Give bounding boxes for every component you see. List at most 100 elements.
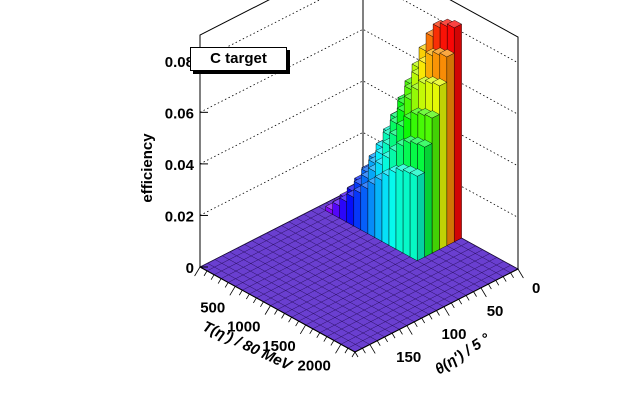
z-tick-label-0: 0 [186,260,194,277]
y-tick-label-3: 150 [396,349,421,366]
y-minor-tick-10 [443,306,450,316]
y-minor-tick-17 [391,332,396,339]
y-minor-tick-1 [510,272,514,278]
y-minor-tick-5 [480,287,487,298]
x-minor-tick-7 [245,293,250,300]
y-minor-tick-3 [495,280,500,286]
y-tick-label-1: 50 [487,303,504,320]
bar-side-theta [360,184,369,235]
floor-grid-theta-19 [222,255,378,341]
floor-grid-t-21 [347,264,512,349]
y-minor-tick-18 [384,336,388,343]
x-minor-tick-9 [260,301,264,307]
y-minor-tick-11 [436,310,440,316]
y-minor-tick-2 [502,276,507,282]
x-minor-tick-14 [295,320,299,327]
floor-grid-theta-14 [259,236,415,323]
x-minor-tick-21 [344,347,349,354]
x-minor-tick-4 [224,282,229,288]
z-tick-label-1: 0.02 [165,208,194,225]
z-tick-label-3: 0.06 [165,105,194,122]
x-minor-tick-11 [274,309,278,315]
floor-grid-t-20 [340,261,505,345]
bar-side-T [417,172,425,262]
y-minor-tick-19 [376,340,381,346]
bar-side-theta [409,172,418,262]
y-tick-label-2: 100 [441,326,466,343]
floor-grid-theta-15 [251,240,407,326]
y-axis: 0 50 100 150 [354,268,540,366]
bar-side-theta [367,180,376,238]
bar-side-theta [381,171,390,246]
y-minor-tick-0 [517,268,524,279]
bar-side-theta [346,193,354,227]
grid-line-z-2 [199,80,519,167]
x-minor-tick-8 [253,297,257,304]
floor-grid-theta-12 [273,229,430,315]
y-minor-tick-14 [413,321,418,328]
x-minor-tick-22 [351,351,356,358]
x-minor-tick-18 [323,336,328,342]
x-minor-tick-15 [299,324,307,335]
x-minor-tick-20 [335,344,342,354]
grid-line-z-1 [199,131,519,218]
x-minor-tick-2 [210,274,215,280]
x-minor-tick-0 [194,266,201,277]
lego-bars [325,18,463,262]
floor-grid-t-18 [326,253,490,337]
bar-side-theta [374,176,383,242]
grid-line-z-3 [199,28,519,115]
x-minor-tick-6 [238,289,243,296]
x-minor-tick-16 [309,328,314,335]
x-tick-label-3: 2000 [298,357,331,374]
x-minor-tick-1 [203,270,208,277]
y-minor-tick-6 [473,291,477,297]
bar-side-theta [388,168,397,250]
y-minor-tick-4 [488,283,492,290]
floor-grid-theta-11 [281,225,437,311]
z-tick-label-2: 0.04 [165,157,195,174]
x-tick-label-2: 1500 [262,338,295,355]
floor-grid-t-16 [312,245,476,330]
bar-side-T [439,81,447,250]
bar-side-T [431,114,440,254]
bar-T1350-theta45 [409,168,426,262]
y-minor-tick-22 [354,351,359,358]
grid-line-z-4 [199,0,519,64]
x-minor-tick-3 [217,278,222,284]
floor-grid-t-15 [305,241,469,326]
x-minor-tick-12 [281,313,285,319]
y-minor-tick-20 [369,344,376,354]
y-minor-tick-15 [406,325,413,335]
floor-grid-t-17 [319,249,483,333]
y-minor-tick-21 [362,348,366,354]
x-minor-tick-17 [316,332,321,338]
y-minor-tick-13 [421,317,426,324]
x-tick-label-0: 500 [200,299,225,316]
z-axis-title: efficiency [139,133,156,203]
z-axis: 0 0.02 0.04 0.06 0.08 [165,35,208,277]
bar-side-theta [402,169,411,258]
chart-title: C target [190,47,287,71]
x-minor-tick-13 [288,317,292,323]
floor-grid-theta-16 [244,244,400,330]
bar-side-theta [353,189,361,231]
y-tick-label-0: 0 [532,280,540,297]
bar-side-T [424,143,433,258]
y-minor-tick-9 [450,302,455,309]
floor-grid-theta-21 [207,263,363,349]
bar-side-theta [395,167,404,254]
y-minor-tick-16 [399,329,403,335]
x-minor-tick-19 [330,340,335,346]
y-minor-tick-8 [458,298,463,305]
y-minor-tick-7 [465,295,470,301]
bar-side-theta [339,197,347,223]
x-minor-tick-5 [229,286,236,296]
z-tick-label-4: 0.08 [165,54,194,71]
floor-grid-t-19 [333,257,497,341]
floor-grid-theta-20 [214,259,370,345]
floor-grid-theta-13 [266,232,422,319]
x-tick-label-1: 1000 [227,319,260,336]
